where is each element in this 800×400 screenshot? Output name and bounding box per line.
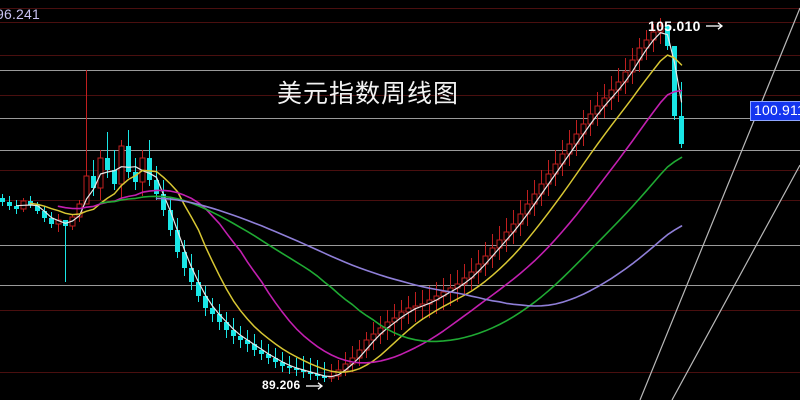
annotation-arrows [306, 22, 724, 390]
trendlines [639, 7, 800, 400]
gridlines-bright [0, 70, 800, 286]
moving-average-lines [15, 32, 683, 378]
gridlines-dim [0, 8, 800, 373]
candlestick-series [0, 18, 684, 382]
